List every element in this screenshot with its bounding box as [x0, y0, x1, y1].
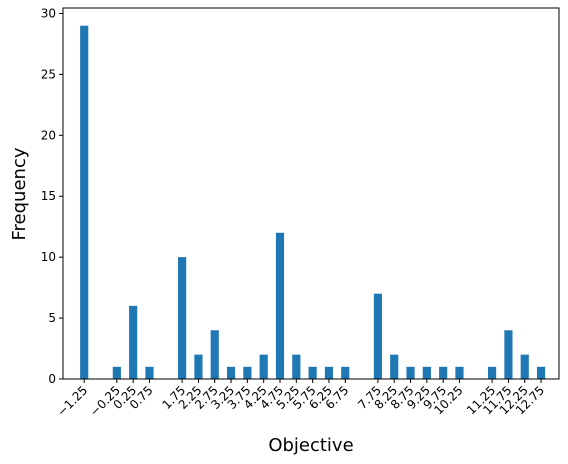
y-tick-label: 5 — [48, 311, 56, 325]
bar — [308, 366, 317, 379]
bar — [422, 366, 431, 379]
bar — [226, 366, 236, 379]
bar — [341, 366, 350, 379]
bar — [406, 366, 415, 379]
bar — [145, 366, 154, 379]
y-tick-label: 0 — [48, 372, 56, 386]
y-tick-label: 30 — [41, 6, 56, 20]
bar — [488, 366, 497, 379]
bar — [292, 354, 301, 379]
bar — [504, 330, 513, 379]
x-axis: −1.25−0.250.250.75 1.752.252.753.253.754.… — [54, 379, 547, 419]
bar — [324, 366, 334, 379]
bar — [439, 366, 448, 379]
bar — [80, 25, 89, 380]
x-axis-label: Objective — [268, 435, 353, 456]
x-tick-label: −1.25 — [54, 383, 90, 419]
bar — [390, 354, 399, 379]
bar — [455, 366, 464, 379]
bar — [112, 366, 121, 379]
bar — [243, 366, 252, 379]
y-tick-label: 15 — [41, 189, 56, 203]
bars-group — [80, 25, 546, 380]
bar — [373, 293, 382, 379]
y-axis-label: Frequency — [9, 147, 30, 240]
bar — [259, 354, 268, 379]
y-tick-label: 25 — [41, 67, 56, 81]
bar — [194, 354, 203, 379]
bar — [178, 257, 187, 379]
y-tick-label: 20 — [41, 128, 56, 142]
bar — [536, 366, 546, 379]
bar — [275, 232, 285, 379]
bar — [520, 354, 529, 379]
bar — [129, 305, 138, 379]
y-axis: 0 5 10 15 20 25 30 — [41, 6, 63, 386]
y-tick-label: 10 — [41, 250, 56, 264]
bar — [210, 330, 219, 379]
plot-frame — [62, 7, 560, 380]
